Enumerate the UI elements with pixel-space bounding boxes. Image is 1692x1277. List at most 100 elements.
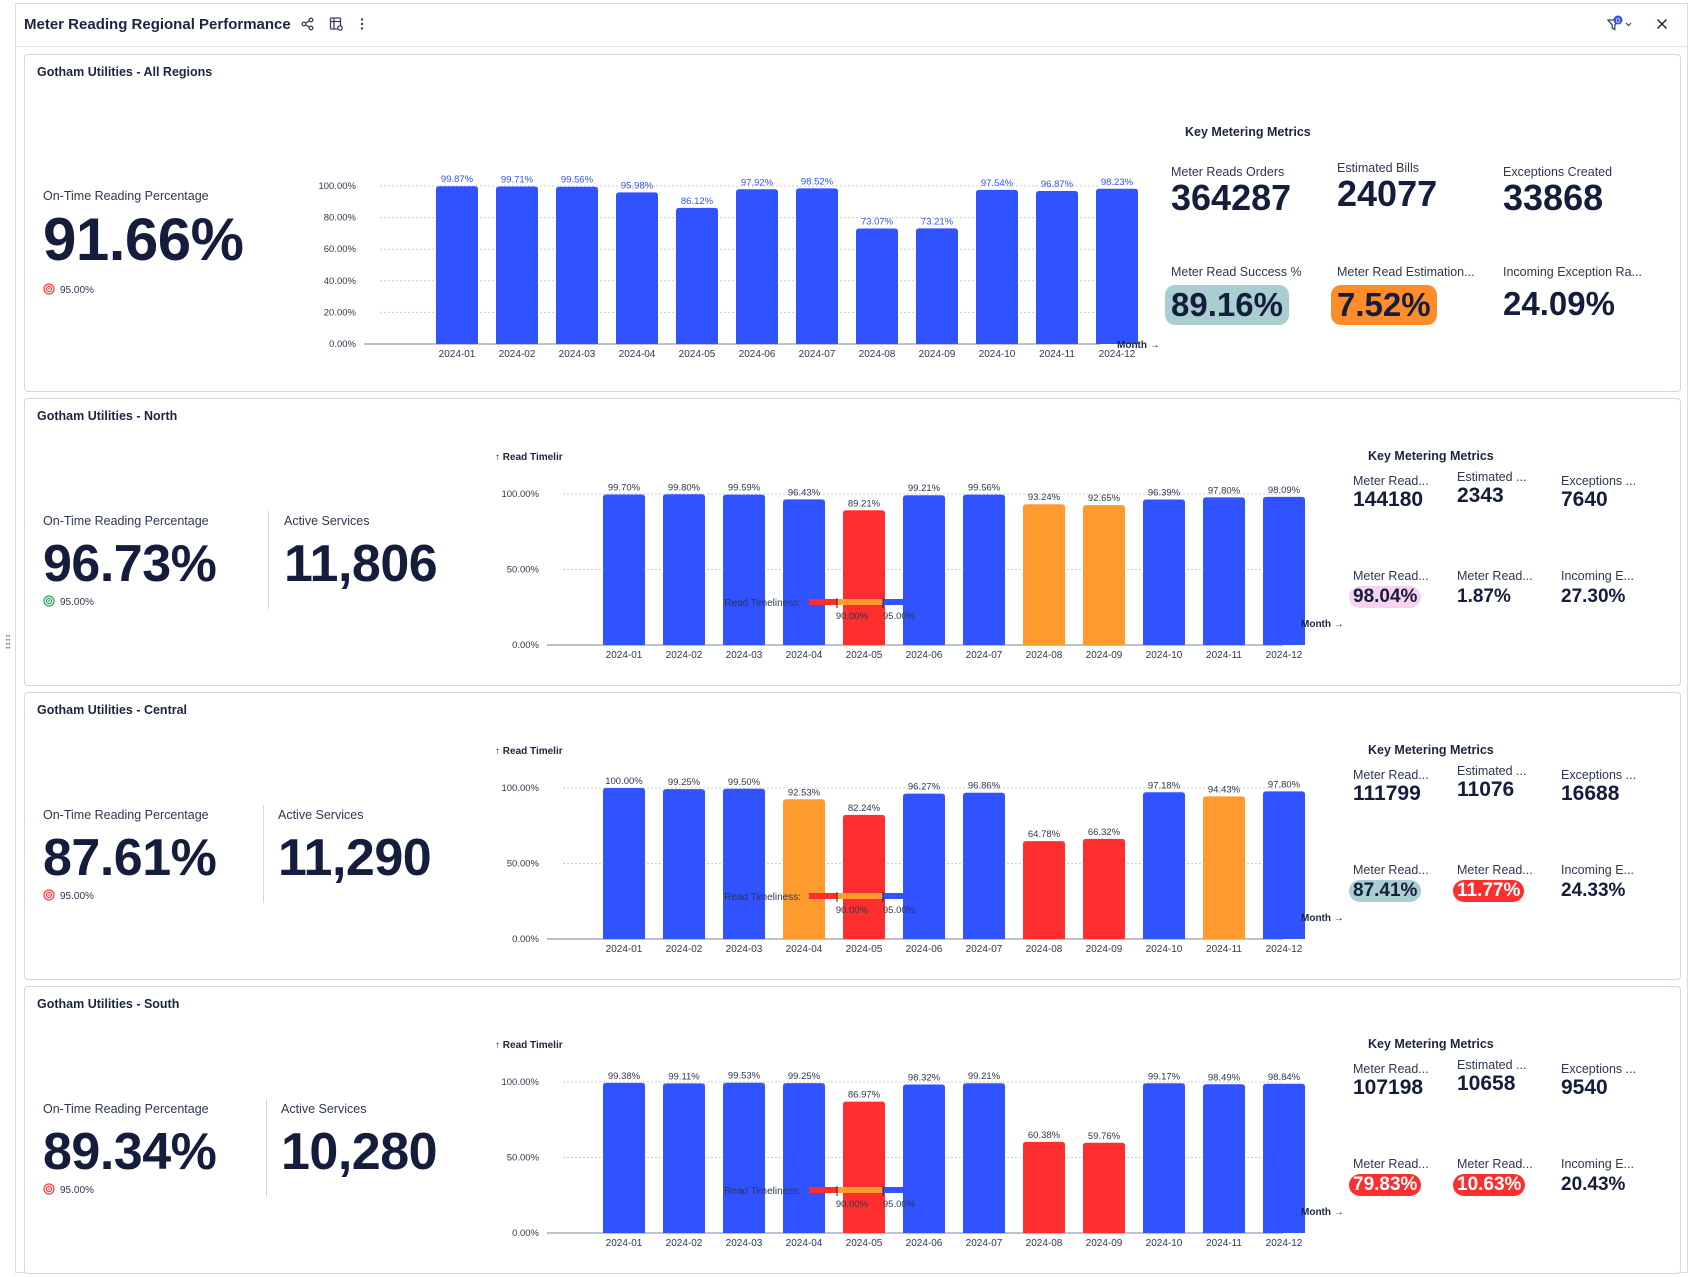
bar-2024-08[interactable]	[1023, 1141, 1065, 1233]
bar-2024-08[interactable]	[856, 228, 898, 344]
bar-2024-04[interactable]	[783, 1083, 825, 1233]
bar-2024-05[interactable]	[676, 207, 718, 344]
close-icon[interactable]	[1653, 15, 1671, 33]
kpi-value: 96.73%	[43, 535, 217, 593]
active-services-label: Active Services	[281, 1102, 367, 1116]
bar-2024-02[interactable]	[663, 1083, 705, 1233]
bar-2024-02[interactable]	[496, 186, 538, 344]
x-tick-label: 2024-06	[906, 1238, 943, 1249]
legend-label: Read Timeliness:	[724, 1186, 801, 1197]
bar-2024-10[interactable]	[1143, 499, 1185, 645]
data-label: 73.21%	[921, 216, 954, 227]
dashboard-settings-icon[interactable]	[327, 15, 345, 33]
active-services-value: 11,806	[284, 535, 438, 593]
active-services-label: Active Services	[278, 808, 364, 822]
bar-2024-10[interactable]	[1143, 1083, 1185, 1233]
bar-2024-01[interactable]	[603, 494, 645, 645]
bar-2024-02[interactable]	[663, 494, 705, 645]
bar-2024-04[interactable]	[783, 799, 825, 939]
metric-value: 10658	[1457, 1072, 1516, 1095]
bar-2024-10[interactable]	[976, 189, 1018, 344]
bar-2024-01[interactable]	[436, 186, 478, 344]
data-label: 86.12%	[681, 196, 714, 207]
metrics-title: Key Metering Metrics	[1368, 1037, 1494, 1051]
bar-2024-09[interactable]	[1083, 1142, 1125, 1233]
bar-2024-04[interactable]	[783, 499, 825, 645]
bar-2024-09[interactable]	[1083, 838, 1125, 939]
x-tick-label: 2024-03	[726, 1238, 763, 1249]
data-label: 59.76%	[1088, 1131, 1121, 1142]
bar-2024-07[interactable]	[796, 188, 838, 344]
bar-chart-north: 0.00% 50.00% 100.00% ↑ Read Timelir 99.70% 20…	[495, 452, 1305, 661]
bar-2024-12[interactable]	[1263, 791, 1305, 939]
more-options-icon[interactable]	[353, 15, 371, 33]
bar-2024-07[interactable]	[963, 494, 1005, 645]
bar-2024-03[interactable]	[723, 494, 765, 645]
y-tick-label: 100.00%	[501, 1077, 539, 1088]
bar-2024-07[interactable]	[963, 1083, 1005, 1233]
bar-2024-11[interactable]	[1203, 796, 1245, 939]
metric-label: Meter Reads Orders	[1171, 165, 1285, 179]
metric-value: 89.16%	[1165, 285, 1289, 325]
bar-2024-11[interactable]	[1203, 497, 1245, 645]
data-label: 98.84%	[1268, 1072, 1301, 1083]
bar-2024-03[interactable]	[723, 1082, 765, 1233]
metric-label: Meter Read...	[1353, 768, 1429, 782]
bar-2024-05[interactable]	[843, 814, 885, 939]
bar-2024-06[interactable]	[903, 793, 945, 939]
metric-label: Estimated Bills	[1337, 161, 1419, 175]
metric-label: Exceptions ...	[1561, 1062, 1637, 1076]
bar-2024-05[interactable]	[843, 510, 885, 645]
target-miss-icon	[43, 889, 55, 904]
bar-2024-08[interactable]	[1023, 841, 1065, 939]
x-tick-label: 2024-09	[1086, 944, 1123, 955]
bar-2024-12[interactable]	[1263, 496, 1305, 645]
metric-value: 24.09%	[1503, 285, 1615, 322]
bar-2024-07[interactable]	[963, 792, 1005, 939]
bar-2024-06[interactable]	[736, 189, 778, 344]
bar-chart-central: 0.00% 50.00% 100.00% ↑ Read Timelir 100.00% 2…	[495, 746, 1305, 955]
bar-2024-01[interactable]	[603, 788, 645, 939]
resize-handle-icon[interactable]	[5, 633, 11, 651]
y-tick-label: 0.00%	[512, 934, 539, 945]
bar-2024-05[interactable]	[843, 1101, 885, 1233]
share-icon[interactable]	[299, 15, 317, 33]
legend-threshold: 90.00%	[836, 1199, 869, 1210]
bar-2024-09[interactable]	[916, 228, 958, 344]
filter-icon[interactable]: 0	[1606, 15, 1636, 33]
metric-value: 9540	[1561, 1076, 1608, 1099]
bar-2024-01[interactable]	[603, 1082, 645, 1233]
bar-2024-12[interactable]	[1096, 188, 1138, 344]
metric-label: Incoming E...	[1561, 863, 1634, 877]
data-label: 99.25%	[668, 777, 701, 788]
data-label: 99.11%	[668, 1071, 700, 1082]
bar-2024-03[interactable]	[723, 788, 765, 939]
y-tick-label: 50.00%	[507, 859, 540, 870]
metric-label: Meter Read...	[1353, 569, 1429, 583]
data-label: 92.65%	[1088, 493, 1121, 504]
bar-2024-02[interactable]	[663, 789, 705, 939]
x-tick-label: 2024-10	[1146, 650, 1183, 661]
y-axis-title: ↑ Read Timelir	[495, 1040, 563, 1051]
bar-2024-09[interactable]	[1083, 505, 1125, 645]
bar-2024-12[interactable]	[1263, 1083, 1305, 1233]
x-tick-label: 2024-12	[1099, 349, 1136, 360]
kpi-target-value: 95.00%	[60, 285, 94, 296]
bar-2024-10[interactable]	[1143, 792, 1185, 939]
active-services-label: Active Services	[284, 514, 370, 528]
x-tick-label: 2024-02	[666, 650, 703, 661]
bar-2024-08[interactable]	[1023, 504, 1065, 645]
bar-2024-11[interactable]	[1036, 190, 1078, 344]
data-label: 99.17%	[1148, 1071, 1181, 1082]
data-label: 99.53%	[728, 1071, 761, 1082]
x-tick-label: 2024-07	[799, 349, 836, 360]
panel-all-regions: Gotham Utilities - All Regions On-Time R…	[24, 54, 1681, 392]
bar-2024-06[interactable]	[903, 495, 945, 645]
metric-label: Estimated ...	[1457, 1058, 1527, 1072]
data-label: 92.53%	[788, 787, 821, 798]
bar-2024-06[interactable]	[903, 1084, 945, 1233]
bar-2024-04[interactable]	[616, 192, 658, 344]
panel-central: Gotham Utilities - Central On-Time Readi…	[24, 692, 1681, 980]
bar-2024-11[interactable]	[1203, 1084, 1245, 1233]
bar-2024-03[interactable]	[556, 186, 598, 344]
